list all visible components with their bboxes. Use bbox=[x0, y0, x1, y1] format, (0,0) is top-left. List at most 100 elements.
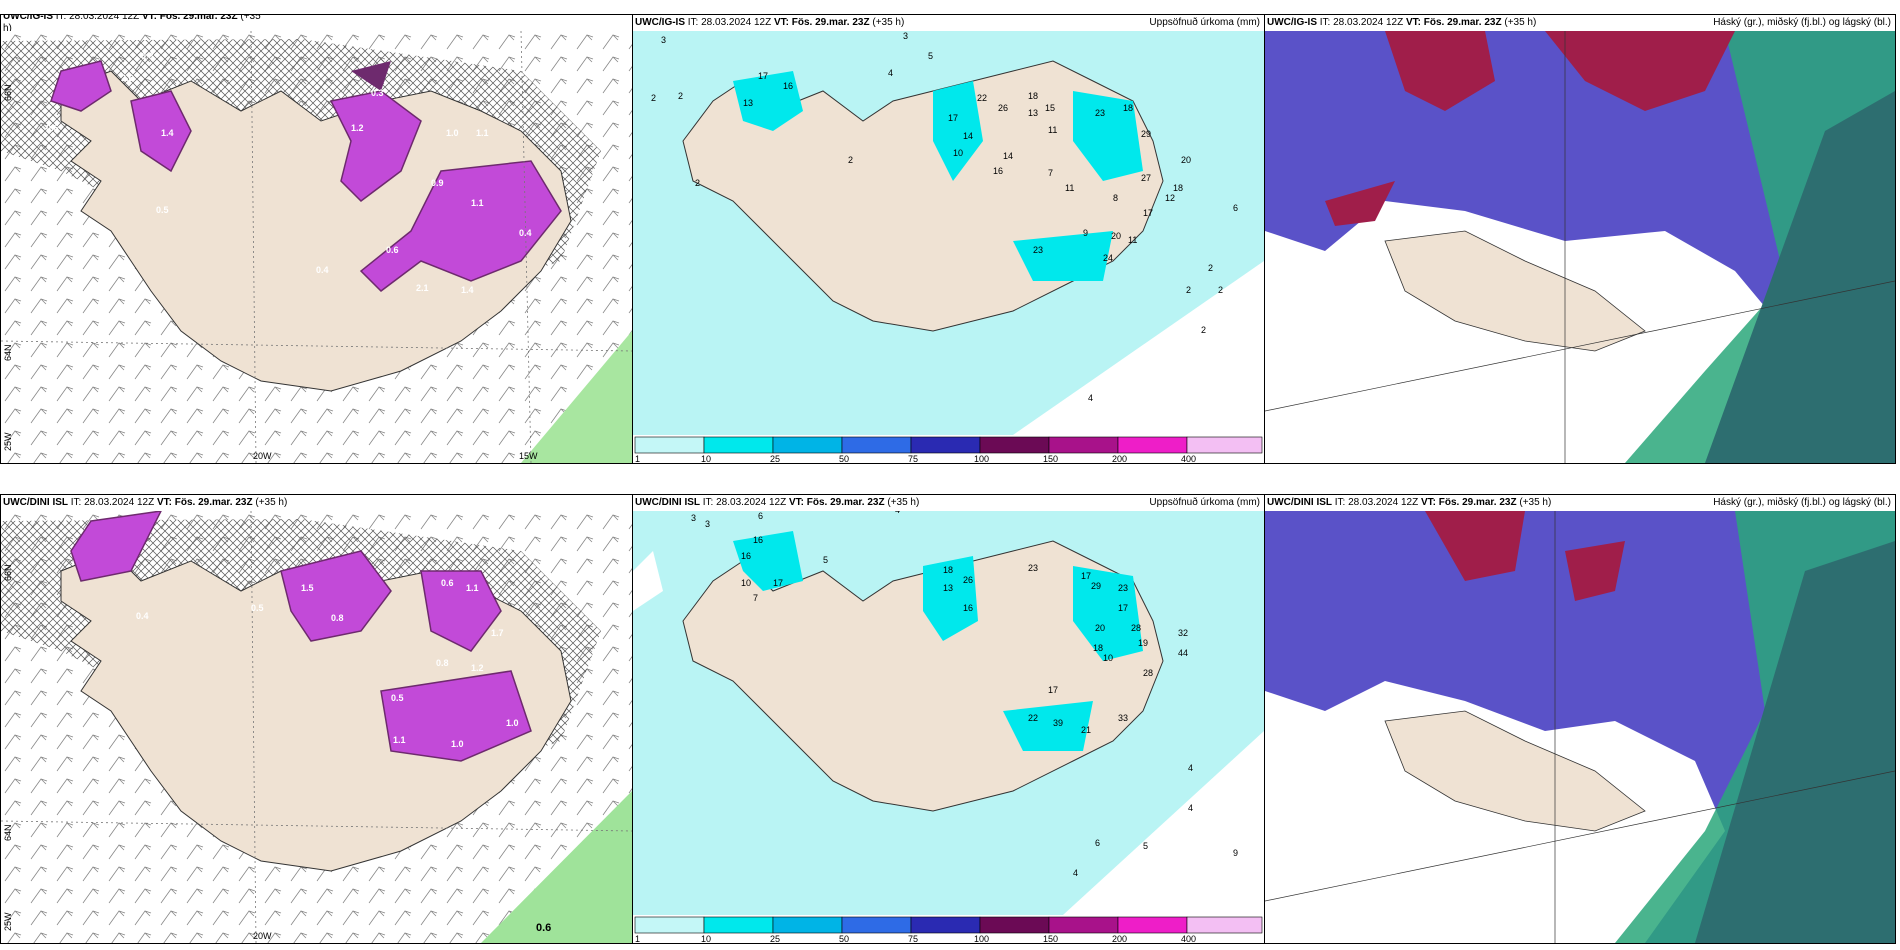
precip-value: 0.8 bbox=[436, 658, 449, 668]
map-title: Uppsöfnuð úrkoma (mm) bbox=[1149, 17, 1260, 28]
colorbar-tick: 100 bbox=[974, 454, 989, 463]
precip-value: 0.3 bbox=[141, 51, 154, 61]
precip-value: 1.0 bbox=[506, 718, 519, 728]
panel-header: UWC/IG-IS IT: 28.03.2024 12Z VT: Fös. 29… bbox=[1, 14, 632, 25]
precip-band bbox=[351, 61, 391, 91]
precip-value: 5 bbox=[928, 51, 933, 61]
precip-value: 3 bbox=[705, 519, 710, 529]
precip-value: 0.5 bbox=[251, 603, 264, 613]
precip-value: 2 bbox=[1186, 285, 1191, 295]
precip-value: 5 bbox=[823, 555, 828, 565]
precip-value: 2 bbox=[651, 93, 656, 103]
precip-value: 0.9 bbox=[431, 178, 444, 188]
precip-value: 4 bbox=[895, 511, 900, 515]
precip-value: 11 bbox=[1048, 125, 1057, 135]
precip-value: 18 bbox=[1173, 183, 1183, 193]
panel-header: UWC/DINI ISL IT: 28.03.2024 12Z VT: Fös.… bbox=[633, 495, 1264, 511]
accum-precip-map: 3 3 5 2 2 17 16 13 4 22 26 18 13 15 23 1… bbox=[633, 31, 1264, 435]
valid-time: VT: Fös. 29.mar. 23Z bbox=[141, 14, 238, 22]
colorbar: 1 10 25 50 75 100 150 200 400 bbox=[633, 435, 1264, 463]
lead-time: (+35 h) bbox=[1504, 17, 1537, 28]
precip-value: 0.3 bbox=[371, 88, 384, 98]
init-time: IT: 28.03.2024 12Z bbox=[70, 497, 155, 508]
precip-value: 10 bbox=[953, 148, 963, 158]
precip-value: 1.1 bbox=[393, 735, 406, 745]
panel-top-mid: UWC/IG-IS IT: 28.03.2024 12Z VT: Fös. 29… bbox=[632, 14, 1265, 464]
corner-value: 0.6 bbox=[536, 922, 551, 934]
precip-value: 11 bbox=[1128, 235, 1137, 245]
precip-value: 0.5 bbox=[391, 693, 404, 703]
valid-time: VT: Fös. 29.mar. 23Z bbox=[773, 17, 870, 28]
precip-band bbox=[50, 60, 112, 112]
precip-value: 23 bbox=[1033, 245, 1043, 255]
precip-value: 22 bbox=[977, 93, 987, 103]
precip-value: 1.4 bbox=[161, 128, 174, 138]
precip-value: 28 bbox=[1143, 668, 1153, 678]
map-title: Háský (gr.), miðský (fj.bl.) og lágský (… bbox=[1713, 497, 1891, 508]
precip-value: 7 bbox=[1048, 168, 1053, 178]
precip-value: 17 bbox=[758, 71, 768, 81]
panel-header: UWC/IG-IS IT: 28.03.2024 12Z VT: Fös. 29… bbox=[633, 15, 1264, 31]
precip-value: 16 bbox=[783, 81, 793, 91]
precip-value: 23 bbox=[1095, 108, 1105, 118]
model-name: UWC/DINI ISL bbox=[1267, 497, 1332, 508]
precip-value: 29 bbox=[1141, 129, 1151, 139]
lead-time: (+35 h) bbox=[1519, 497, 1552, 508]
precip-value: 0.4 bbox=[519, 228, 532, 238]
precip-value: 8 bbox=[1113, 193, 1118, 203]
panel-bot-left: UWC/DINI ISL IT: 28.03.2024 12Z VT: Fös.… bbox=[0, 494, 633, 944]
precip-value: 0.6 bbox=[441, 578, 454, 588]
precip-value: 3 bbox=[691, 513, 696, 523]
precip-value: 44 bbox=[1178, 648, 1188, 658]
precip-value: 14 bbox=[1003, 151, 1013, 161]
precip-value: 18 bbox=[1123, 103, 1133, 113]
precip-value: 29 bbox=[1091, 581, 1101, 591]
accum-precip-map: 3 3 6 4 5 16 16 17 10 7 18 26 23 17 29 2… bbox=[633, 511, 1264, 915]
colorbar-tick: 50 bbox=[839, 934, 849, 943]
colorbar-tick: 1 bbox=[635, 454, 640, 463]
precip-band bbox=[359, 160, 562, 292]
valid-time: VT: Fös. 29.mar. 23Z bbox=[1420, 497, 1517, 508]
precip-value: 32 bbox=[1178, 628, 1188, 638]
precip-value: 24 bbox=[1103, 253, 1113, 263]
precip-value: 12 bbox=[1165, 193, 1175, 203]
precip-value: 1.7 bbox=[491, 628, 504, 638]
precip-band bbox=[380, 670, 532, 762]
precip-cyan bbox=[1013, 231, 1113, 281]
precip-value: 2 bbox=[848, 155, 853, 165]
precip-cyan bbox=[1073, 91, 1143, 181]
precip-value: 0.5 bbox=[156, 205, 169, 215]
precip-value: 1.1 bbox=[476, 128, 489, 138]
precip-value: 0.4 bbox=[316, 265, 329, 275]
panel-bot-right: UWC/DINI ISL IT: 28.03.2024 12Z VT: Fös.… bbox=[1264, 494, 1896, 944]
panel-header: UWC/DINI ISL IT: 28.03.2024 12Z VT: Fös.… bbox=[1, 495, 632, 511]
precip-value: 16 bbox=[753, 535, 763, 545]
colorbar-tick: 10 bbox=[701, 454, 711, 463]
init-time: IT: 28.03.2024 12Z bbox=[1334, 497, 1419, 508]
lead-time: (+35 bbox=[240, 14, 261, 22]
init-time: IT: 28.03.2024 12Z bbox=[55, 14, 140, 22]
colorbar-tick: 10 bbox=[701, 934, 711, 943]
precip-value: 0.2 bbox=[71, 268, 84, 278]
iceland-land bbox=[60, 70, 572, 392]
precip-value: 6 bbox=[1233, 203, 1238, 213]
model-name: UWC/IG-IS bbox=[1267, 17, 1317, 28]
wind-precip-map: 20W 66N 64N 25W 0.6 0.5 1.5 0.6 1.1 0.8 … bbox=[1, 511, 632, 943]
precip-cyan bbox=[733, 531, 803, 591]
model-name: UWC/DINI ISL bbox=[635, 497, 700, 508]
colorbar-tick: 150 bbox=[1043, 934, 1058, 943]
precip-value: 17 bbox=[1048, 685, 1058, 695]
colorbar: 1 10 25 50 75 100 150 200 400 bbox=[633, 915, 1264, 943]
precip-value: 18 bbox=[1028, 91, 1038, 101]
precip-band bbox=[329, 90, 422, 202]
precip-values: 0.3 2.6 1.4 0.3 0.6 0.5 1.2 1.0 1.1 0.9 … bbox=[46, 51, 532, 295]
panel-header: UWC/IG-IS IT: 28.03.2024 12Z VT: Fös. 29… bbox=[1265, 15, 1895, 31]
precip-value: 23 bbox=[1118, 583, 1128, 593]
precip-value: 0.6 bbox=[46, 123, 59, 133]
precip-value: 19 bbox=[1138, 638, 1148, 648]
precip-value: 10 bbox=[741, 578, 751, 588]
colorbar-tick: 100 bbox=[974, 934, 989, 943]
precip-value: 4 bbox=[1188, 763, 1193, 773]
cloud-cover-map bbox=[1265, 511, 1895, 943]
precip-value: 4 bbox=[1088, 393, 1093, 403]
